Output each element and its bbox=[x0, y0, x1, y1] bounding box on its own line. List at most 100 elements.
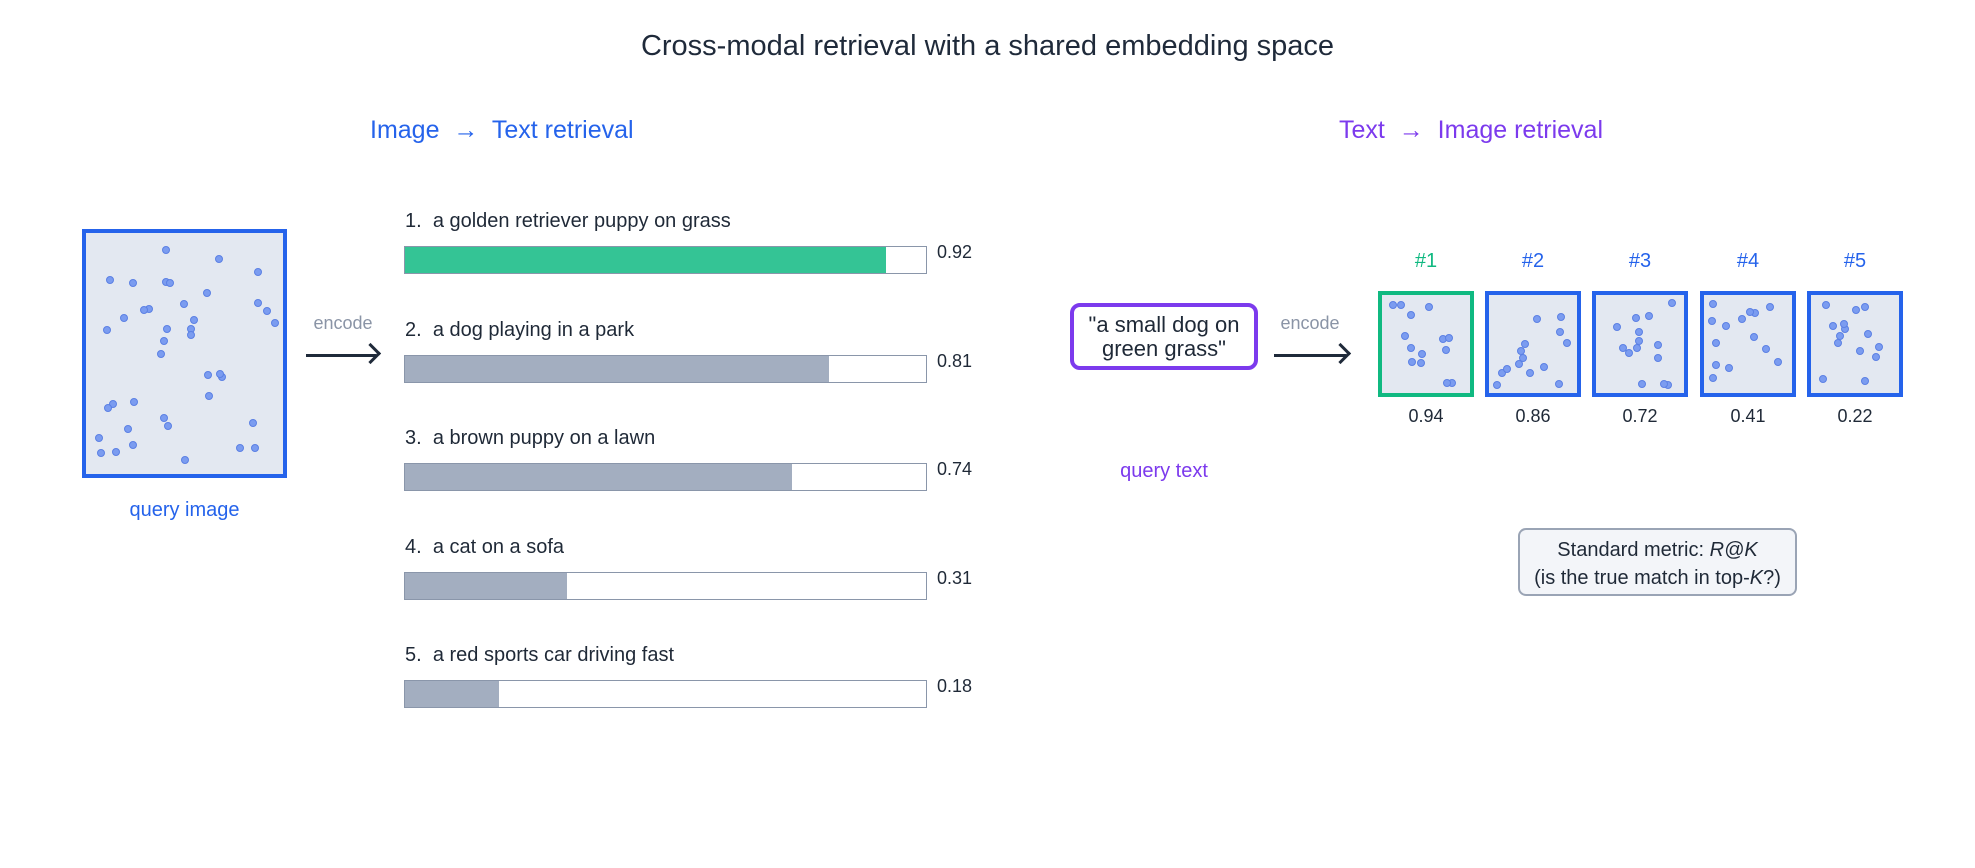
similarity-score: 0.74 bbox=[937, 459, 973, 479]
decorative-dot bbox=[140, 306, 148, 314]
right-title-to: Image retrieval bbox=[1437, 116, 1604, 144]
decorative-dot bbox=[97, 449, 105, 457]
image-result-rank: #1 bbox=[1414, 250, 1438, 272]
decorative-dot bbox=[1517, 347, 1525, 355]
decorative-dot bbox=[1861, 303, 1869, 311]
decorative-dot bbox=[1738, 315, 1746, 323]
decorative-dot bbox=[1774, 358, 1782, 366]
decorative-dot bbox=[1397, 301, 1405, 309]
text-result-label: 4. a cat on a sofa bbox=[405, 536, 564, 559]
page-title: Cross-modal retrieval with a shared embe… bbox=[640, 30, 1335, 62]
similarity-score: 0.18 bbox=[937, 676, 973, 696]
decorative-dot bbox=[1407, 311, 1415, 319]
metric-line-2-suffix: ?) bbox=[1763, 567, 1781, 589]
metric-k: K bbox=[1749, 567, 1764, 589]
image-result-score: 0.72 bbox=[1622, 406, 1658, 426]
decorative-dot bbox=[129, 279, 137, 287]
encode-arrow bbox=[306, 354, 376, 357]
decorative-dot bbox=[1829, 322, 1837, 330]
decorative-dot bbox=[157, 350, 165, 358]
decorative-dot bbox=[1563, 339, 1571, 347]
decorative-dot bbox=[129, 441, 137, 449]
metric-line-2-text: (is the true match in top- bbox=[1534, 567, 1750, 589]
decorative-dot bbox=[1660, 380, 1668, 388]
decorative-dot bbox=[1557, 313, 1565, 321]
image-result-thumbnail bbox=[1485, 291, 1581, 397]
image-result-score: 0.86 bbox=[1515, 406, 1551, 426]
decorative-dot bbox=[160, 337, 168, 345]
result-text: a dog playing in a park bbox=[432, 319, 635, 341]
decorative-dot bbox=[1613, 323, 1621, 331]
decorative-dot bbox=[1418, 350, 1426, 358]
decorative-dot bbox=[1654, 354, 1662, 362]
decorative-dot bbox=[162, 246, 170, 254]
encode-arrow bbox=[1274, 354, 1346, 357]
decorative-dot bbox=[1766, 303, 1774, 311]
decorative-dot bbox=[1654, 341, 1662, 349]
decorative-dot bbox=[1443, 379, 1451, 387]
left-title-to: Text retrieval bbox=[491, 116, 634, 144]
decorative-dot bbox=[1852, 306, 1860, 314]
decorative-dot bbox=[180, 300, 188, 308]
decorative-dot bbox=[1632, 314, 1640, 322]
decorative-dot bbox=[1709, 300, 1717, 308]
decorative-dot bbox=[106, 276, 114, 284]
decorative-dot bbox=[104, 404, 112, 412]
decorative-dot bbox=[1638, 380, 1646, 388]
result-text: a brown puppy on a lawn bbox=[432, 427, 656, 449]
metric-line-1-text: Standard metric: bbox=[1557, 539, 1710, 561]
decorative-dot bbox=[124, 425, 132, 433]
decorative-dot bbox=[130, 398, 138, 406]
decorative-dot bbox=[190, 316, 198, 324]
arrow-glyph: → bbox=[1398, 116, 1424, 144]
similarity-bar bbox=[405, 356, 829, 382]
result-rank: 3. bbox=[405, 427, 422, 449]
decorative-dot bbox=[181, 456, 189, 464]
decorative-dot bbox=[1746, 308, 1754, 316]
right-title-from: Text bbox=[1339, 116, 1385, 144]
decorative-dot bbox=[160, 414, 168, 422]
decorative-dot bbox=[263, 307, 271, 315]
query-image bbox=[82, 229, 287, 478]
decorative-dot bbox=[1540, 363, 1548, 371]
decorative-dot bbox=[1625, 349, 1633, 357]
metric-name: R@K bbox=[1709, 539, 1758, 561]
decorative-dot bbox=[1408, 358, 1416, 366]
decorative-dot bbox=[1856, 347, 1864, 355]
decorative-dot bbox=[164, 422, 172, 430]
image-result-score: 0.94 bbox=[1408, 406, 1444, 426]
query-image-caption: query image bbox=[129, 499, 240, 521]
decorative-dot bbox=[187, 331, 195, 339]
decorative-dot bbox=[1445, 334, 1453, 342]
decorative-dot bbox=[103, 326, 111, 334]
decorative-dot bbox=[205, 392, 213, 400]
decorative-dot bbox=[95, 434, 103, 442]
image-result-thumbnail bbox=[1807, 291, 1903, 397]
decorative-dot bbox=[1668, 299, 1676, 307]
decorative-dot bbox=[1875, 343, 1883, 351]
text-result-label: 2. a dog playing in a park bbox=[405, 319, 634, 342]
decorative-dot bbox=[1407, 344, 1415, 352]
decorative-dot bbox=[1712, 339, 1720, 347]
decorative-dot bbox=[1498, 369, 1506, 377]
query-text-caption: query text bbox=[1120, 460, 1208, 482]
decorative-dot bbox=[163, 325, 171, 333]
left-title-from: Image bbox=[370, 116, 440, 144]
similarity-score: 0.81 bbox=[937, 351, 973, 371]
similarity-bar-track bbox=[404, 246, 927, 274]
decorative-dot bbox=[1712, 361, 1720, 369]
metric-line-1: Standard metric: R@K bbox=[1520, 536, 1795, 564]
query-text-box: "a small dog on green grass" bbox=[1070, 303, 1258, 370]
decorative-dot bbox=[1633, 344, 1641, 352]
decorative-dot bbox=[1619, 344, 1627, 352]
right-section-title: Text → Image retrieval bbox=[1339, 116, 1603, 145]
similarity-bar bbox=[405, 681, 499, 707]
encode-label: encode bbox=[1280, 313, 1340, 333]
image-result-rank: #5 bbox=[1843, 250, 1867, 272]
similarity-bar bbox=[405, 464, 792, 490]
decorative-dot bbox=[166, 279, 174, 287]
decorative-dot bbox=[1556, 328, 1564, 336]
image-result-score: 0.22 bbox=[1837, 406, 1873, 426]
result-text: a red sports car driving fast bbox=[432, 644, 675, 666]
decorative-dot bbox=[1493, 381, 1501, 389]
